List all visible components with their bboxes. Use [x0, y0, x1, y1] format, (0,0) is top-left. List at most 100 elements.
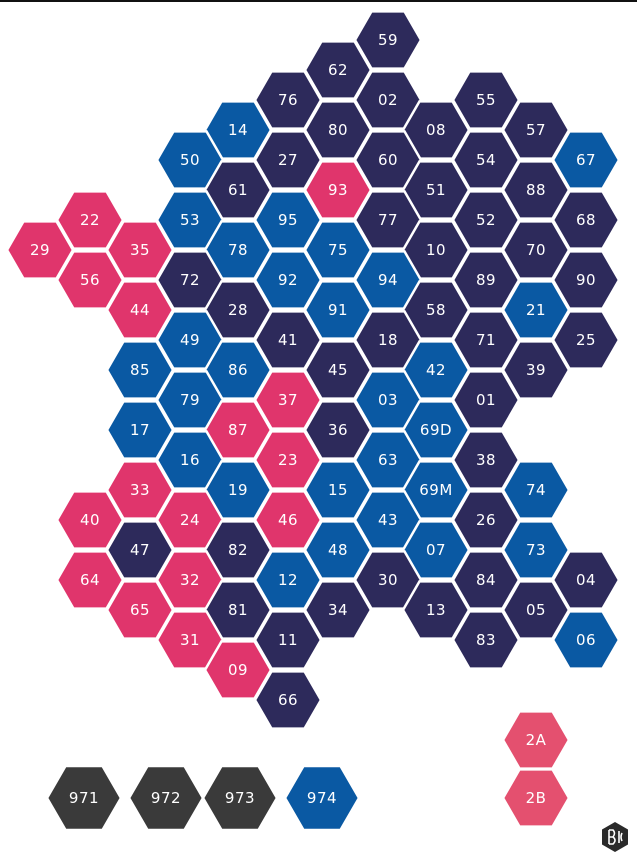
department-code: 68: [576, 211, 596, 229]
department-code: 10: [426, 241, 446, 259]
department: 39: [501, 340, 571, 400]
department-code: 22: [80, 211, 100, 229]
department-code: 91: [328, 301, 348, 319]
department-code: 11: [278, 631, 298, 649]
department-code: 05: [526, 601, 546, 619]
department: 25: [551, 310, 621, 370]
department-hex: [253, 610, 323, 670]
department-code: 75: [328, 241, 348, 259]
department-code: 48: [328, 541, 348, 559]
department-code: 09: [228, 661, 248, 679]
department-code: 45: [328, 361, 348, 379]
department-code: 84: [476, 571, 496, 589]
department: 06: [551, 610, 621, 670]
department-code: 57: [526, 121, 546, 139]
department-code: 72: [180, 271, 200, 289]
department-code: 974: [307, 789, 337, 807]
department-code: 2A: [526, 731, 547, 749]
department-code: 14: [228, 121, 248, 139]
department: 85: [105, 340, 175, 400]
department-code: 85: [130, 361, 150, 379]
department-code: 50: [180, 151, 200, 169]
department-code: 82: [228, 541, 248, 559]
logo-hex: [602, 822, 628, 852]
department-code: 63: [378, 451, 398, 469]
department-code: 51: [426, 181, 446, 199]
department-code: 32: [180, 571, 200, 589]
department-code: 67: [576, 151, 596, 169]
department-code: 93: [328, 181, 348, 199]
department-code: 79: [180, 391, 200, 409]
department-code: 66: [278, 691, 298, 709]
department-code: 15: [328, 481, 348, 499]
department-code: 973: [225, 789, 255, 807]
department-code: 69D: [420, 421, 452, 439]
department: 31: [155, 610, 225, 670]
department: 72: [155, 250, 225, 310]
department: 36: [303, 400, 373, 460]
department-hex: [551, 130, 621, 190]
department-hex: [451, 610, 521, 670]
department-code: 74: [526, 481, 546, 499]
department: 67: [551, 130, 621, 190]
department-code: 44: [130, 301, 150, 319]
department-code: 73: [526, 541, 546, 559]
department-code: 70: [526, 241, 546, 259]
department-hex: [303, 580, 373, 640]
department-hex: [201, 764, 279, 832]
department: 84: [451, 550, 521, 610]
department-code: 55: [476, 91, 496, 109]
department-code: 58: [426, 301, 446, 319]
department-hex: [551, 190, 621, 250]
department: 52: [451, 190, 521, 250]
department: 44: [105, 280, 175, 340]
department-code: 43: [378, 511, 398, 529]
department: 82: [203, 520, 273, 580]
department: 971: [45, 764, 123, 832]
department: 22: [55, 190, 125, 250]
department-code: 77: [378, 211, 398, 229]
department: 07: [401, 520, 471, 580]
department-code: 62: [328, 61, 348, 79]
department: 94: [353, 250, 423, 310]
department-code: 29: [30, 241, 50, 259]
department-code: 49: [180, 331, 200, 349]
department-hex: [253, 670, 323, 730]
department: 973: [201, 764, 279, 832]
department-code: 28: [228, 301, 248, 319]
department-code: 42: [426, 361, 446, 379]
department-hex: [353, 10, 423, 70]
department-code: 78: [228, 241, 248, 259]
department-code: 89: [476, 271, 496, 289]
department: 63: [353, 430, 423, 490]
department-code: 87: [228, 421, 248, 439]
department: 34: [303, 580, 373, 640]
department-code: 08: [426, 121, 446, 139]
department-code: 34: [328, 601, 348, 619]
department: 04: [551, 550, 621, 610]
department-hex: [501, 768, 571, 828]
department-code: 23: [278, 451, 298, 469]
department-code: 71: [476, 331, 496, 349]
department-code: 33: [130, 481, 150, 499]
department-code: 81: [228, 601, 248, 619]
department-code: 92: [278, 271, 298, 289]
department-code: 38: [476, 451, 496, 469]
department: 58: [401, 280, 471, 340]
department: 74: [501, 460, 571, 520]
department: 45: [303, 340, 373, 400]
department-code: 19: [228, 481, 248, 499]
department: 79: [155, 370, 225, 430]
department-code: 13: [426, 601, 446, 619]
department-hex: [283, 764, 361, 832]
department-hex: [127, 764, 205, 832]
department: 974: [283, 764, 361, 832]
department-code: 86: [228, 361, 248, 379]
department-code: 972: [151, 789, 181, 807]
department: 89: [451, 250, 521, 310]
department-code: 40: [80, 511, 100, 529]
department-code: 18: [378, 331, 398, 349]
department-code: 02: [378, 91, 398, 109]
department: 2A: [501, 710, 571, 770]
department-code: 76: [278, 91, 298, 109]
